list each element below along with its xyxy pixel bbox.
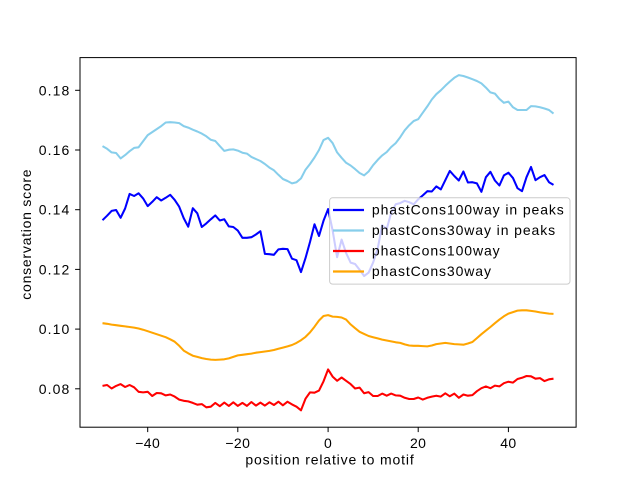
svg-text:conservation score: conservation score [18, 169, 34, 300]
svg-text:−20: −20 [225, 435, 250, 451]
svg-text:position relative to motif: position relative to motif [245, 451, 414, 467]
svg-text:0.12: 0.12 [39, 261, 71, 277]
svg-text:0.08: 0.08 [39, 381, 71, 397]
svg-text:0.14: 0.14 [39, 202, 71, 218]
svg-text:phastCons100way in peaks: phastCons100way in peaks [372, 202, 565, 218]
svg-text:20: 20 [410, 435, 426, 451]
svg-text:phastCons30way in peaks: phastCons30way in peaks [372, 222, 556, 238]
svg-text:0.10: 0.10 [39, 321, 71, 337]
svg-text:phastCons30way: phastCons30way [372, 263, 492, 279]
svg-text:40: 40 [500, 435, 516, 451]
svg-text:−40: −40 [135, 435, 160, 451]
svg-text:phastCons100way: phastCons100way [372, 243, 501, 259]
svg-text:0.16: 0.16 [39, 142, 71, 158]
svg-text:0: 0 [324, 435, 332, 451]
svg-text:0.18: 0.18 [39, 82, 71, 98]
